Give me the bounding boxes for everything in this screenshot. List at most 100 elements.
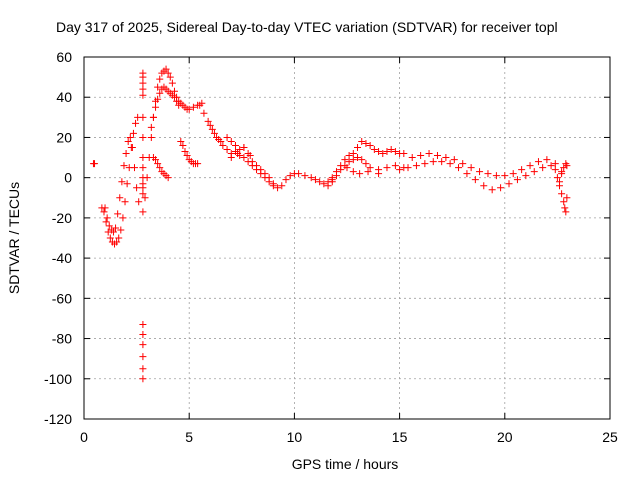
- data-point: [139, 341, 147, 349]
- x-tick-label: 15: [392, 429, 408, 445]
- data-point: [563, 194, 571, 202]
- data-point: [463, 170, 471, 178]
- series-arc-main: [89, 113, 142, 248]
- data-point: [286, 172, 294, 180]
- data-point: [526, 162, 534, 170]
- data-point: [113, 238, 121, 246]
- data-point: [183, 152, 191, 160]
- series-descent: [196, 101, 336, 192]
- data-point: [103, 214, 111, 222]
- data-point: [307, 174, 315, 182]
- data-point: [328, 178, 336, 186]
- data-point: [123, 180, 131, 188]
- data-point: [139, 85, 147, 93]
- data-point: [114, 210, 122, 218]
- data-point: [522, 172, 530, 180]
- data-point: [154, 95, 162, 103]
- data-point: [181, 148, 189, 156]
- x-tick-label: 25: [602, 429, 618, 445]
- series-afternoon-band: [400, 150, 566, 180]
- data-point: [185, 105, 193, 113]
- data-point: [117, 226, 125, 234]
- data-point: [558, 190, 566, 198]
- data-point: [189, 103, 197, 111]
- data-point: [128, 144, 136, 151]
- data-point: [301, 172, 309, 180]
- data-point: [425, 150, 433, 158]
- data-point: [492, 172, 500, 180]
- data-point: [455, 164, 463, 172]
- data-point: [421, 160, 429, 168]
- data-point: [358, 156, 366, 164]
- data-point: [337, 166, 345, 174]
- data-point: [471, 176, 479, 184]
- data-point: [156, 164, 164, 172]
- y-tick-label: -120: [44, 411, 72, 427]
- y-tick-label: -100: [44, 371, 72, 387]
- data-point: [356, 170, 364, 178]
- data-point: [139, 174, 147, 182]
- data-point: [547, 162, 555, 170]
- data-point: [551, 160, 559, 168]
- series-rise-second: [147, 83, 183, 131]
- data-point: [109, 228, 117, 236]
- y-tick-label: 20: [56, 129, 72, 145]
- data-point: [130, 164, 138, 172]
- data-point: [170, 93, 178, 101]
- data-point: [133, 184, 141, 192]
- data-point: [543, 156, 551, 164]
- data-point: [121, 198, 129, 206]
- data-point: [124, 137, 132, 145]
- data-point: [438, 158, 446, 166]
- series-arc-inner: [101, 133, 143, 236]
- data-point: [112, 224, 120, 232]
- data-point: [530, 168, 538, 176]
- x-tick-label: 10: [287, 429, 303, 445]
- data-point: [332, 172, 340, 180]
- data-point: [404, 164, 412, 172]
- data-point: [236, 146, 244, 154]
- y-tick-label: 40: [56, 89, 72, 105]
- data-point: [375, 166, 383, 174]
- series-evening-drop: [551, 166, 571, 216]
- data-point: [412, 162, 420, 170]
- data-point: [553, 174, 561, 182]
- data-point: [139, 164, 147, 172]
- series-descent-lower: [206, 121, 277, 190]
- data-point: [152, 156, 160, 164]
- data-point: [349, 150, 357, 158]
- series-vertical-column: [139, 69, 147, 198]
- data-point: [563, 162, 571, 170]
- data-point: [484, 170, 492, 178]
- data-point: [100, 208, 108, 216]
- data-point: [210, 129, 218, 137]
- data-point: [156, 89, 164, 97]
- data-point: [170, 87, 178, 95]
- data-point: [120, 162, 128, 170]
- x-tick-label: 5: [185, 429, 193, 445]
- data-point: [231, 141, 239, 149]
- data-point: [147, 133, 155, 141]
- data-point: [558, 170, 566, 178]
- y-tick-label: -60: [52, 290, 72, 306]
- data-point: [139, 79, 147, 87]
- x-tick-label: 0: [80, 429, 88, 445]
- data-point: [396, 166, 404, 174]
- data-point: [311, 176, 319, 184]
- data-point: [556, 178, 564, 186]
- data-point: [513, 176, 521, 184]
- data-point: [253, 166, 261, 174]
- data-point: [442, 154, 450, 162]
- data-point: [122, 150, 130, 158]
- data-point: [194, 160, 202, 168]
- data-point: [562, 208, 570, 216]
- data-point: [534, 158, 542, 166]
- y-tick-labels: -120 -100 -80 -60 -40 -20 0 20 40 60: [44, 49, 72, 427]
- grid: [84, 57, 610, 419]
- data-point: [102, 218, 110, 226]
- data-point: [132, 119, 140, 127]
- data-point: [244, 158, 252, 166]
- data-point: [349, 156, 357, 164]
- x-axis-label: GPS time / hours: [292, 456, 399, 472]
- data-point: [383, 148, 391, 156]
